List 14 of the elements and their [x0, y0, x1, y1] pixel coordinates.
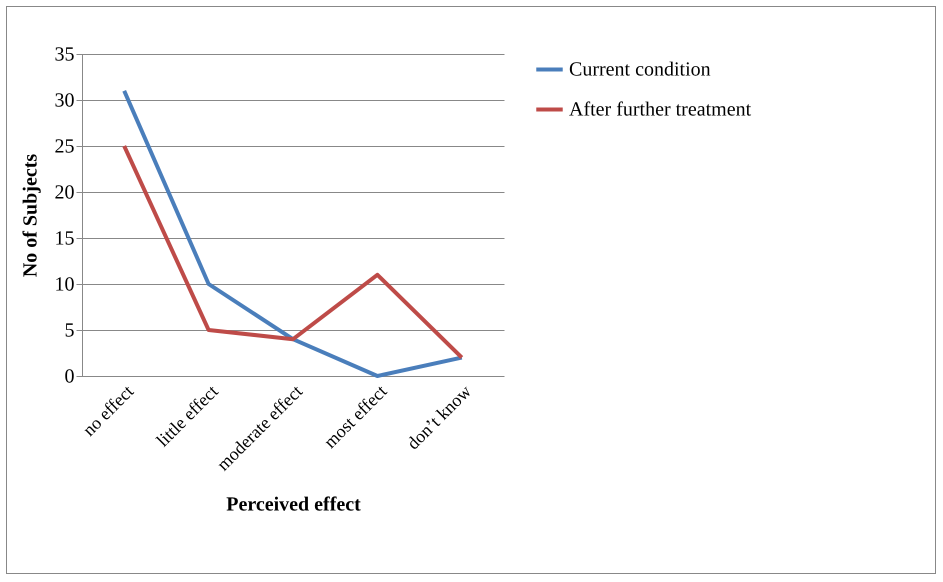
y-tick-label: 5 — [64, 320, 74, 342]
y-tick-label: 35 — [54, 44, 74, 66]
x-axis-title: Perceived effect — [226, 493, 362, 516]
y-tick-label: 30 — [54, 90, 74, 112]
y-axis-title: No of Subjects — [20, 154, 42, 278]
y-tick-label: 25 — [54, 136, 74, 158]
legend-label: Current condition — [569, 58, 711, 80]
line-series — [122, 144, 464, 360]
legend-label: After further treatment — [569, 98, 752, 120]
y-tick-label: 0 — [64, 366, 74, 388]
line-series — [122, 88, 464, 378]
y-tick-label: 20 — [54, 182, 74, 204]
y-tick-label: 15 — [54, 228, 74, 250]
y-tick-label: 10 — [54, 274, 74, 296]
